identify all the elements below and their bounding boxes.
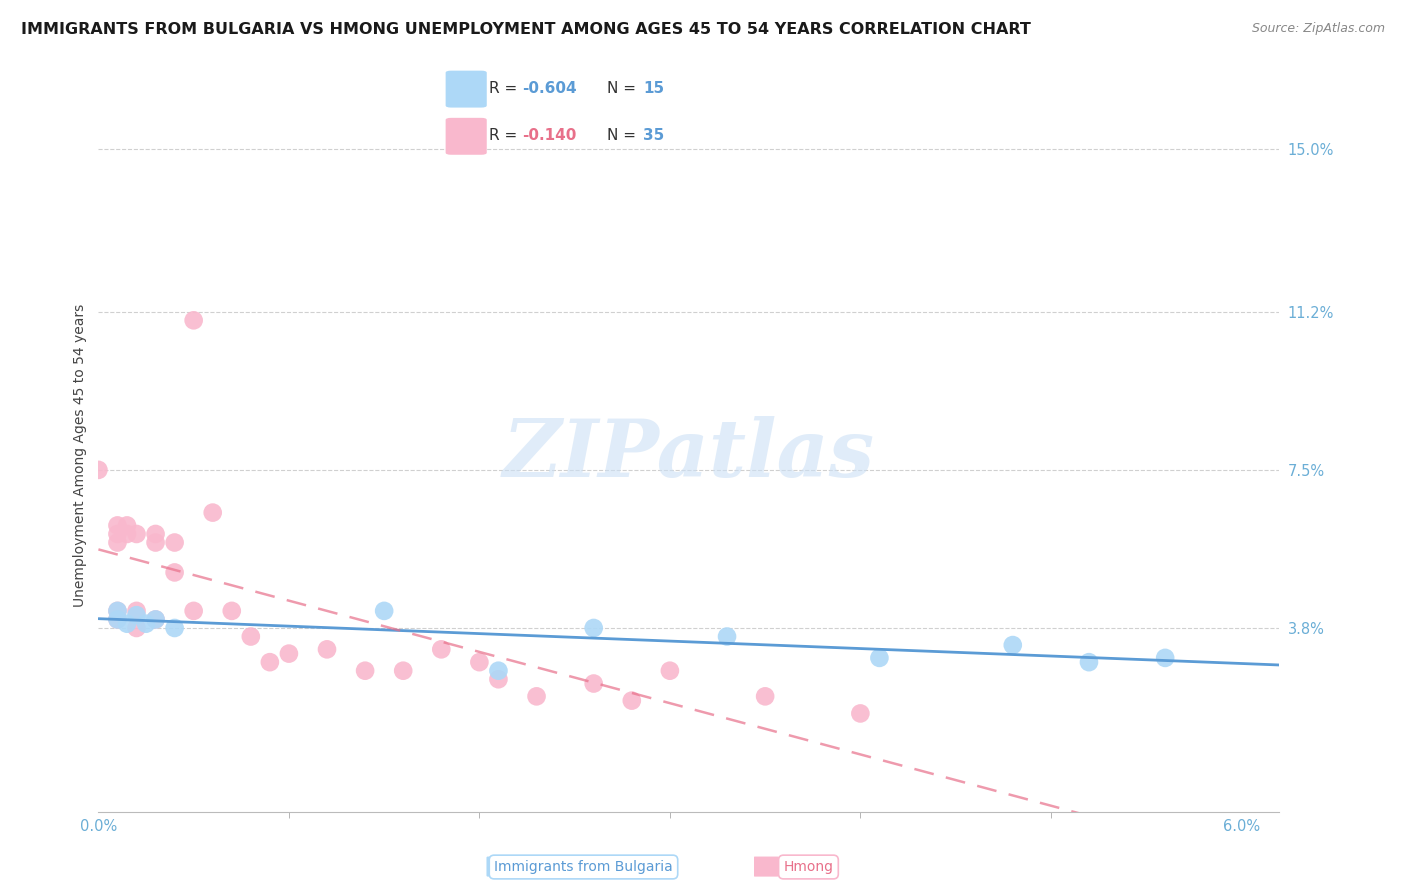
Point xyxy=(849,706,872,721)
Point xyxy=(468,655,491,669)
Point xyxy=(620,693,643,707)
Point xyxy=(163,621,186,635)
Text: -0.604: -0.604 xyxy=(523,81,576,96)
Text: N =: N = xyxy=(607,81,641,96)
Point xyxy=(87,463,110,477)
Point xyxy=(277,647,299,661)
Point xyxy=(1001,638,1024,652)
Point xyxy=(526,690,548,704)
Point xyxy=(430,642,453,657)
Point xyxy=(107,535,129,549)
Point xyxy=(316,642,339,657)
Point xyxy=(107,527,129,541)
Point xyxy=(107,604,129,618)
Text: Hmong: Hmong xyxy=(783,860,834,874)
Point xyxy=(115,616,138,631)
Point xyxy=(145,612,167,626)
Point xyxy=(125,527,148,541)
FancyBboxPatch shape xyxy=(754,856,779,877)
Point xyxy=(582,621,605,635)
Point xyxy=(239,630,262,644)
Point xyxy=(754,690,776,704)
Text: Source: ZipAtlas.com: Source: ZipAtlas.com xyxy=(1251,22,1385,36)
Point xyxy=(1078,655,1101,669)
FancyBboxPatch shape xyxy=(486,856,512,877)
Point xyxy=(163,566,186,580)
Point xyxy=(1154,651,1177,665)
Point xyxy=(115,527,138,541)
Point xyxy=(221,604,243,618)
Point xyxy=(125,608,148,623)
Point xyxy=(183,313,205,327)
Point xyxy=(135,616,157,631)
Point xyxy=(107,612,129,626)
Point xyxy=(488,672,510,686)
Point xyxy=(107,604,129,618)
Point xyxy=(125,604,148,618)
Point xyxy=(183,604,205,618)
Point xyxy=(201,506,224,520)
FancyBboxPatch shape xyxy=(446,70,486,108)
Point xyxy=(145,612,167,626)
Text: 15: 15 xyxy=(643,81,664,96)
Text: IMMIGRANTS FROM BULGARIA VS HMONG UNEMPLOYMENT AMONG AGES 45 TO 54 YEARS CORRELA: IMMIGRANTS FROM BULGARIA VS HMONG UNEMPL… xyxy=(21,22,1031,37)
Point xyxy=(125,621,148,635)
Point xyxy=(716,630,738,644)
Text: -0.140: -0.140 xyxy=(523,128,576,144)
Point xyxy=(354,664,377,678)
Text: R =: R = xyxy=(489,128,523,144)
Point xyxy=(373,604,395,618)
Point xyxy=(107,612,129,626)
Point xyxy=(488,664,510,678)
Point xyxy=(145,535,167,549)
FancyBboxPatch shape xyxy=(446,118,486,155)
Point xyxy=(145,527,167,541)
Point xyxy=(392,664,415,678)
Text: Immigrants from Bulgaria: Immigrants from Bulgaria xyxy=(494,860,673,874)
Text: R =: R = xyxy=(489,81,523,96)
Text: 35: 35 xyxy=(643,128,664,144)
Text: ZIPatlas: ZIPatlas xyxy=(503,417,875,493)
Point xyxy=(259,655,281,669)
Point xyxy=(658,664,681,678)
Point xyxy=(582,676,605,690)
Point xyxy=(163,535,186,549)
Point xyxy=(868,651,890,665)
Text: N =: N = xyxy=(607,128,641,144)
Point xyxy=(107,518,129,533)
Point xyxy=(115,518,138,533)
Y-axis label: Unemployment Among Ages 45 to 54 years: Unemployment Among Ages 45 to 54 years xyxy=(73,303,87,607)
